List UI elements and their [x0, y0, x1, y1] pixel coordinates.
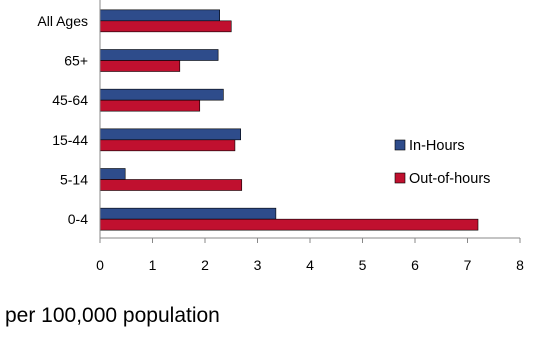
- x-tick-label: 8: [516, 257, 524, 273]
- x-tick-labels: 0 1 2 3 4 5 6 7 8: [96, 238, 524, 273]
- bar-out-of-hours-0: [99, 20, 232, 33]
- bar-out-of-hours-5: [99, 218, 479, 231]
- x-tick-label: 6: [411, 257, 419, 273]
- bar-out-of-hours-4: [99, 179, 243, 191]
- bar-in-hours-4: [99, 168, 126, 180]
- legend-swatch-out-of-hours: [394, 172, 406, 184]
- bars-group: [99, 9, 479, 231]
- x-axis-label: per 100,000 population: [5, 304, 220, 327]
- bar-in-hours-3: [99, 128, 241, 141]
- bar-out-of-hours-2: [99, 99, 201, 112]
- y-tick-label: All Ages: [37, 13, 88, 29]
- bar-in-hours-1: [99, 49, 219, 61]
- bar-out-of-hours-3: [99, 139, 236, 152]
- x-tick-label: 4: [306, 257, 314, 273]
- y-tick-labels: All Ages 65+ 45-64 15-44 5-14 0-4: [37, 13, 88, 227]
- y-tick-label: 15-44: [52, 132, 88, 148]
- x-tick-label: 3: [254, 257, 262, 273]
- y-tick-label: 65+: [64, 53, 88, 69]
- x-tick-label: 7: [464, 257, 472, 273]
- y-tick-label: 5-14: [60, 172, 88, 188]
- x-tick-label: 2: [201, 257, 209, 273]
- x-tick-label: 5: [359, 257, 367, 273]
- x-tick-label: 0: [96, 257, 104, 273]
- legend-swatch-in-hours: [394, 139, 406, 151]
- legend-label-out-of-hours: Out-of-hours: [409, 171, 490, 187]
- y-tick-label: 0-4: [68, 211, 88, 227]
- legend-label-in-hours: In-Hours: [409, 138, 465, 154]
- bar-in-hours-0: [99, 9, 220, 22]
- x-tick-label: 1: [149, 257, 157, 273]
- y-tick-label: 45-64: [52, 92, 88, 108]
- bar-in-hours-5: [99, 207, 277, 220]
- bar-out-of-hours-1: [99, 60, 181, 72]
- bar-in-hours-2: [99, 88, 224, 101]
- legend: In-Hours Out-of-hours: [394, 138, 490, 187]
